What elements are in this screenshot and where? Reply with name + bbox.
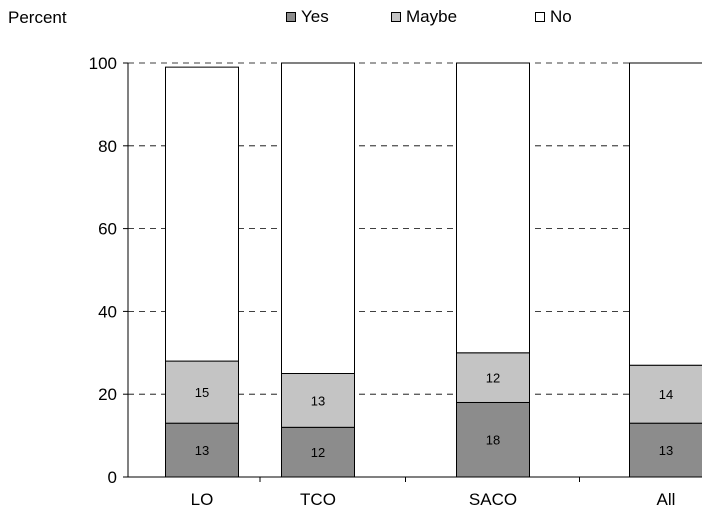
data-label: 18 xyxy=(486,433,500,448)
data-label: 12 xyxy=(311,445,325,460)
data-label: 12 xyxy=(486,371,500,386)
y-axis-label: Percent xyxy=(8,8,67,27)
data-label: 13 xyxy=(195,443,209,458)
x-tick-label: LO xyxy=(191,490,214,509)
bar-yes-tco xyxy=(281,426,355,478)
legend-label-no: No xyxy=(550,7,572,26)
legend-swatch-maybe xyxy=(391,12,401,22)
x-tick-label: SACO xyxy=(469,490,517,509)
data-label: 13 xyxy=(311,393,325,408)
x-tick-label: TCO xyxy=(300,490,336,509)
y-tick-label: 100 xyxy=(89,54,117,73)
legend-item-yes: Yes xyxy=(286,7,329,27)
legend-item-maybe: Maybe xyxy=(391,7,457,27)
data-label: 15 xyxy=(195,385,209,400)
bar-yes-saco xyxy=(456,401,530,478)
bar-maybe-tco xyxy=(281,373,355,428)
bar-maybe-all xyxy=(629,364,702,424)
bar-no-lo xyxy=(165,66,239,362)
y-tick-label: 80 xyxy=(98,137,117,156)
x-tick-label: All xyxy=(657,490,676,509)
legend-swatch-no xyxy=(535,12,545,22)
data-label: 14 xyxy=(659,387,673,402)
bar-no-all xyxy=(629,62,702,366)
legend-label-maybe: Maybe xyxy=(406,7,458,26)
y-tick-label: 0 xyxy=(108,468,117,487)
bar-no-saco xyxy=(456,62,530,354)
bar-maybe-lo xyxy=(165,360,239,424)
bar-maybe-saco xyxy=(456,352,530,403)
legend-swatch-yes xyxy=(286,12,296,22)
y-tick-label: 20 xyxy=(98,385,117,404)
bar-yes-lo xyxy=(165,422,239,478)
legend-label-yes: Yes xyxy=(301,7,329,26)
bar-no-tco xyxy=(281,62,355,374)
y-tick-label: 60 xyxy=(98,220,117,239)
data-label: 13 xyxy=(659,443,673,458)
y-tick-label: 40 xyxy=(98,302,117,321)
legend-item-no: No xyxy=(535,7,572,27)
bar-yes-all xyxy=(629,422,702,478)
